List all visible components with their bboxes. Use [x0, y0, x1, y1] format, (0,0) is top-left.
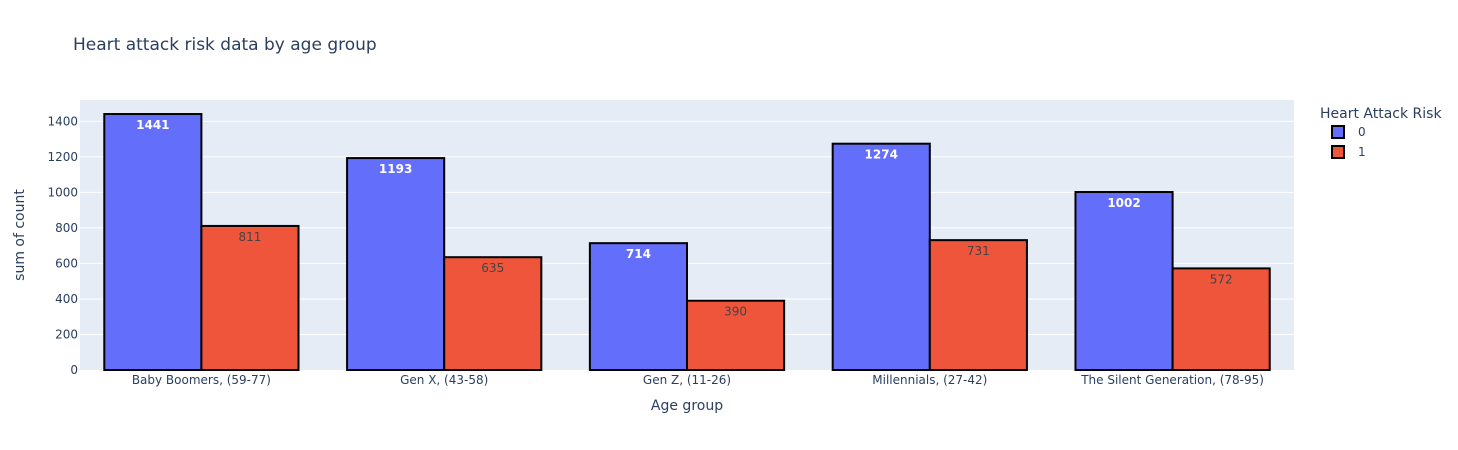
bar-labels: 1441 811 1193 635 714 390 1274 731 1002 572 [136, 118, 1232, 319]
legend-items[interactable]: 01 [1331, 125, 1366, 159]
bar-series-0[interactable] [588, 242, 689, 371]
bar-series-1[interactable] [200, 224, 300, 371]
bar-value-label: 572 [1210, 272, 1233, 286]
y-tick-label: 1200 [47, 150, 78, 164]
bar-value-label: 1193 [379, 162, 412, 176]
y-tick-label: 800 [55, 221, 78, 235]
x-axis-ticks: Baby Boomers, (59-77) Gen X, (43-58) Gen Z… [132, 373, 1264, 387]
x-tick-label: Gen Z, (11-26) [643, 373, 731, 387]
legend-swatch [1331, 145, 1345, 159]
y-axis-title: sum of count [12, 189, 28, 281]
y-tick-label: 400 [55, 292, 78, 306]
bar-series-1[interactable] [443, 256, 543, 371]
bar-value-label: 714 [626, 247, 651, 261]
legend-item-0[interactable]: 0 [1331, 125, 1366, 139]
legend-item-1[interactable]: 1 [1331, 145, 1366, 159]
legend-label: 0 [1358, 125, 1366, 139]
x-tick-label: Baby Boomers, (59-77) [132, 373, 271, 387]
bar-series-0[interactable] [831, 142, 931, 371]
legend-swatch [1331, 125, 1345, 139]
legend-title: Heart Attack Risk [1320, 106, 1442, 122]
legend[interactable]: Heart Attack Risk 01 [1320, 106, 1442, 159]
y-tick-label: 600 [55, 256, 78, 270]
bar-value-label: 811 [239, 230, 262, 244]
bar-value-label: 1274 [865, 148, 898, 162]
legend-label: 1 [1358, 145, 1366, 159]
bar-value-label: 1441 [136, 118, 169, 132]
y-tick-label: 1000 [47, 185, 78, 199]
bar-value-label: 390 [724, 305, 747, 319]
y-axis-ticks: 0 200 400 600 800 1000 1200 1400 [47, 114, 78, 377]
bar-series-1[interactable] [928, 239, 1028, 371]
x-tick-label: The Silent Generation, (78-95) [1080, 373, 1264, 387]
bar-series-0[interactable] [1074, 191, 1174, 371]
bar-series-1[interactable] [686, 299, 786, 372]
x-axis-title: Age group [651, 398, 723, 414]
bar-series-1[interactable] [1171, 267, 1271, 372]
bar-value-label: 1002 [1107, 196, 1140, 210]
x-tick-label: Gen X, (43-58) [400, 373, 488, 387]
bar-series-0[interactable] [346, 157, 446, 371]
bar-series-0[interactable] [103, 113, 203, 371]
bar-value-label: 635 [481, 261, 504, 275]
y-tick-label: 200 [55, 327, 78, 341]
bars [103, 113, 1271, 372]
y-tick-label: 0 [70, 363, 78, 377]
bar-value-label: 731 [967, 244, 990, 258]
x-tick-label: Millennials, (27-42) [872, 373, 987, 387]
chart-title: Heart attack risk data by age group [73, 35, 377, 55]
y-tick-label: 1400 [47, 114, 78, 128]
